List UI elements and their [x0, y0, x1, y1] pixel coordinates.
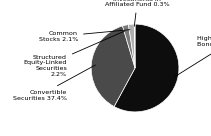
Text: Investments in
Affiliated Fund 0.3%: Investments in Affiliated Fund 0.3%	[105, 0, 170, 26]
Text: Convertible
Securities 37.4%: Convertible Securities 37.4%	[13, 65, 95, 101]
Text: Structured
Equity-Linked
Securities
2.2%: Structured Equity-Linked Securities 2.2%	[23, 31, 125, 77]
Wedge shape	[114, 24, 179, 112]
Text: Common
Stocks 2.1%: Common Stocks 2.1%	[39, 30, 130, 42]
Wedge shape	[128, 24, 135, 68]
Wedge shape	[91, 26, 135, 107]
Wedge shape	[134, 24, 135, 68]
Wedge shape	[123, 25, 135, 68]
Text: High Yield/Corporate
Bonds 57.8%: High Yield/Corporate Bonds 57.8%	[174, 36, 211, 77]
